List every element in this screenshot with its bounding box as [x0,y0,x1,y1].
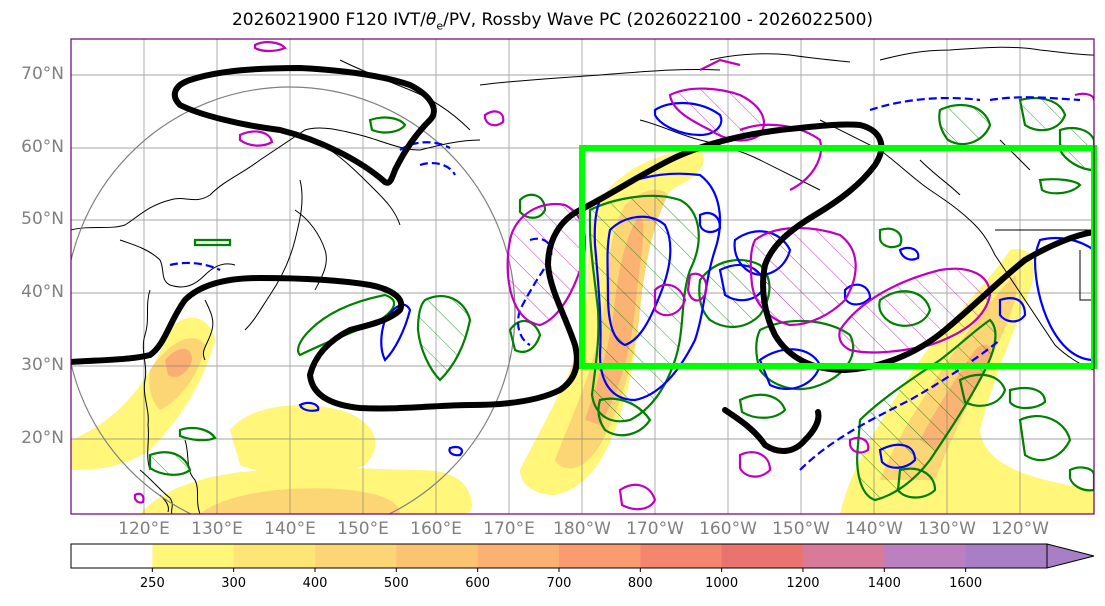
lat-label-60n: 60°N [21,137,64,157]
lon-label-130e: 130°E [191,519,243,539]
lon-label-160w: 160°W [699,519,757,539]
rossby-wave-contour [71,65,1094,454]
colorbar-cell [477,544,560,568]
lon-label-160e: 160°E [410,519,462,539]
colorbar-extend-arrow [1046,543,1095,569]
lon-label-140e: 140°E [264,519,316,539]
colorbar-tick-label: 600 [465,576,491,591]
lon-label-170w: 170°W [626,519,684,539]
colorbar-cell [640,544,723,568]
lon-label-130w: 130°W [918,519,976,539]
reference-circle [71,86,516,514]
lon-label-140w: 140°W [845,519,903,539]
lat-label-50n: 50°N [21,209,64,229]
colorbar-tick-label: 300 [221,576,247,591]
colorbar [71,544,1048,568]
lon-label-150w: 150°W [772,519,830,539]
colorbar-tick-label: 400 [302,576,328,591]
colorbar-ticks [151,568,967,572]
lon-label-150e: 150°E [337,519,389,539]
colorbar-tick-label: 1000 [705,576,739,591]
lat-label-70n: 70°N [21,64,64,84]
lon-label-120w: 120°W [991,519,1049,539]
colorbar-cell [233,544,316,568]
colorbar-tick-label: 1200 [786,576,820,591]
colorbar-frame [70,543,1048,569]
lat-label-30n: 30°N [21,355,64,375]
colorbar-cell [965,544,1048,568]
colorbar-cell [721,544,804,568]
lat-label-20n: 20°N [21,428,64,448]
colorbar-tick-label: 1600 [949,576,983,591]
colorbar-tick-label: 250 [139,576,165,591]
colorbar-cell [884,544,967,568]
lon-label-180w: 180°W [553,519,611,539]
lat-label-40n: 40°N [21,282,64,302]
colorbar-cell [152,544,235,568]
colorbar-cell [314,544,397,568]
lon-label-120e: 120°E [118,519,170,539]
colorbar-cell [802,544,885,568]
colorbar-cell [396,544,479,568]
chart-title: 2026021900 F120 IVT/θe/PV, Rossby Wave P… [231,10,874,33]
map-frame [70,38,1095,515]
colorbar-tick-label: 1400 [867,576,901,591]
colorbar-tick-label: 800 [627,576,653,591]
colorbar-tick-label: 700 [546,576,572,591]
colorbar-cell [558,544,641,568]
lon-label-170e: 170°E [483,519,535,539]
colorbar-tick-label: 500 [383,576,409,591]
colorbar-cell [71,544,153,568]
